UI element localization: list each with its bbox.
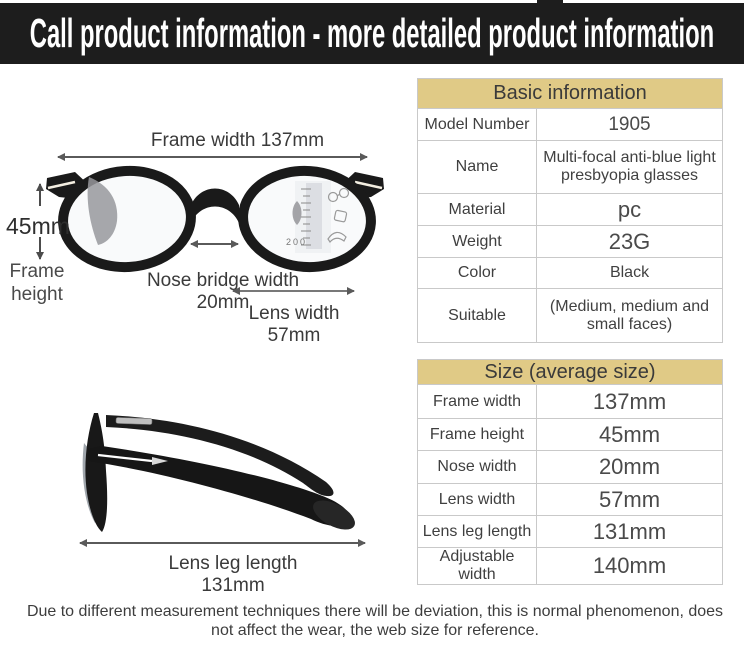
- nose-bridge-arrow-icon: [190, 240, 239, 248]
- table-row: Material pc: [417, 193, 723, 226]
- row-label: Name: [417, 140, 537, 194]
- row-label: Frame width: [417, 384, 537, 419]
- sticker-ruler-ticks-icon: [301, 188, 311, 246]
- right-hinge-pin-icon: [354, 180, 383, 190]
- size-table-title: Size (average size): [417, 359, 723, 385]
- row-label: Frame height: [417, 418, 537, 451]
- row-label: Model Number: [417, 108, 537, 141]
- lens-leg-label: Lens leg length 131mm: [168, 553, 298, 596]
- table-row: Suitable (Medium, medium and small faces…: [417, 288, 723, 343]
- row-value: 20mm: [536, 450, 723, 484]
- upper-hinge-metal-icon: [115, 417, 153, 425]
- disclaimer-text: Due to different measurement techniques …: [26, 603, 724, 639]
- frame-height-label: Frame height: [9, 261, 65, 305]
- lower-hinge-pin-icon: [97, 453, 153, 463]
- lens-leg-arrow-icon: [79, 539, 366, 547]
- table-row: Model Number 1905: [417, 108, 723, 141]
- row-value: 137mm: [536, 384, 723, 419]
- left-lens: [58, 165, 196, 273]
- row-value: 140mm: [536, 547, 723, 585]
- table-row: Weight 23G: [417, 225, 723, 258]
- table-row: Lens width 57mm: [417, 483, 723, 516]
- temple-tip: [313, 500, 355, 530]
- row-label: Adjustable width: [439, 548, 515, 584]
- row-value: 1905: [536, 108, 723, 141]
- frame-width-arrow-icon: [57, 153, 368, 161]
- row-value: 131mm: [536, 515, 723, 548]
- row-value: Multi-focal anti-blue light presbyopia g…: [536, 140, 723, 194]
- table-row: Adjustable width 140mm: [417, 547, 723, 585]
- basic-info-title: Basic information: [417, 78, 723, 109]
- table-row: Name Multi-focal anti-blue light presbyo…: [417, 140, 723, 194]
- row-value: 23G: [536, 225, 723, 258]
- lens-width-label: Lens width 57mm: [248, 303, 340, 346]
- table-row: Nose width 20mm: [417, 450, 723, 484]
- frame-height-arrow-down-icon: [36, 237, 44, 260]
- glasses-front-illustration: 200: [46, 165, 384, 273]
- header-banner: Call product information - more detailed…: [0, 3, 744, 64]
- sticker-doodle-icons: [327, 187, 350, 243]
- table-row: Lens leg length 131mm: [417, 515, 723, 548]
- row-value: Black: [536, 257, 723, 289]
- page-title: Call product information - more detailed…: [29, 10, 715, 56]
- row-value: 45mm: [536, 418, 723, 451]
- frame-height-value: 45mm: [6, 213, 70, 239]
- frame-height-arrow-up-icon: [36, 183, 44, 206]
- sticker-shadow: [292, 201, 302, 225]
- sticker-power-text: 200: [286, 237, 307, 247]
- row-label: Suitable: [417, 288, 537, 343]
- row-label: Weight: [417, 225, 537, 258]
- lower-hinge-tip-icon: [152, 457, 168, 465]
- row-value: (Medium, medium and small faces): [536, 288, 723, 343]
- lens-width-arrow-icon: [232, 287, 355, 295]
- left-hinge-pin-icon: [47, 180, 76, 190]
- row-label: Material: [417, 193, 537, 226]
- row-value: pc: [536, 193, 723, 226]
- bridge: [191, 188, 239, 223]
- nose-bridge-label: Nose bridge width 20mm: [146, 270, 300, 313]
- glasses-side-illustration: [82, 413, 355, 532]
- left-temple-shadow: [87, 177, 118, 245]
- table-row: Frame width 137mm: [417, 384, 723, 419]
- size-table: Size (average size) Frame width 137mm Fr…: [417, 359, 723, 585]
- row-label: Lens leg length: [417, 515, 537, 548]
- row-label: Lens width: [417, 483, 537, 516]
- lower-temple-arm: [88, 446, 350, 526]
- lens-sticker-strip: [306, 183, 322, 249]
- row-value: 57mm: [536, 483, 723, 516]
- table-row: Color Black: [417, 257, 723, 289]
- table-row: Frame height 45mm: [417, 418, 723, 451]
- side-front-rim: [85, 413, 108, 532]
- frame-width-label: Frame width 137mm: [150, 130, 325, 151]
- row-label: Color: [417, 257, 537, 289]
- row-label: Nose width: [417, 450, 537, 484]
- basic-info-table: Basic information Model Number 1905 Name…: [417, 78, 723, 343]
